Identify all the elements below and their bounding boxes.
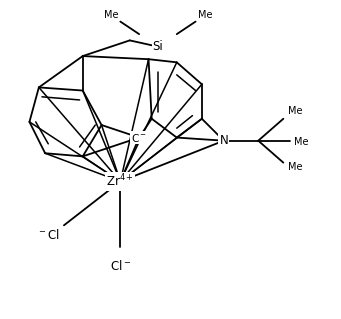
Text: Me: Me [198,10,212,20]
Text: C$^-$: C$^-$ [131,131,147,144]
Text: N: N [219,134,228,147]
Text: Si: Si [152,40,163,53]
Text: Zr$^{4+}$: Zr$^{4+}$ [106,173,134,190]
Text: Me: Me [104,10,118,20]
Text: Me: Me [288,162,302,172]
Text: $^-$Cl: $^-$Cl [37,228,60,242]
Text: Me: Me [288,106,302,116]
Text: Me: Me [294,137,309,147]
Text: Cl$^-$: Cl$^-$ [110,259,131,273]
